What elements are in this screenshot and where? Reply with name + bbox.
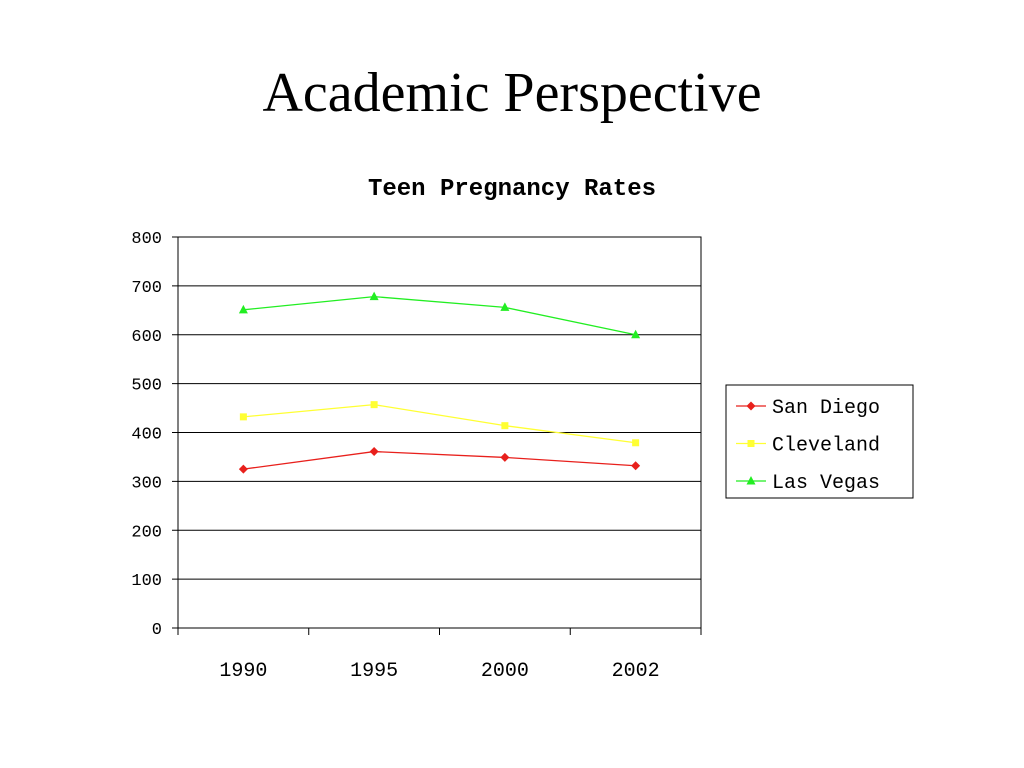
data-point	[369, 447, 379, 457]
y-tick-label: 500	[131, 377, 162, 396]
x-tick-label: 2002	[612, 660, 660, 683]
legend-marker	[746, 401, 756, 411]
y-tick-label: 700	[131, 279, 162, 298]
legend-entry: Cleveland	[736, 435, 880, 458]
y-tick-label: 800	[131, 230, 162, 249]
legend-entry: Las Vegas	[736, 472, 880, 495]
legend-marker	[746, 476, 756, 485]
y-tick-label: 200	[131, 523, 162, 542]
series-san-diego	[238, 447, 641, 474]
data-point	[631, 461, 641, 471]
series-line	[243, 403, 636, 444]
series-las-vegas	[238, 291, 641, 339]
y-tick-label: 300	[131, 474, 162, 493]
legend-label: Las Vegas	[772, 472, 880, 495]
x-tick-label: 1995	[350, 660, 398, 683]
data-point	[500, 302, 510, 311]
axes	[172, 236, 702, 635]
y-tick-label: 0	[152, 621, 162, 640]
y-tick-label: 600	[131, 328, 162, 347]
y-tick-labels: 0 100 200 300 400 500 600 700 800	[131, 230, 162, 640]
gridlines	[178, 285, 701, 580]
data-point	[239, 413, 247, 421]
legend-label: San Diego	[772, 397, 880, 420]
y-tick-label: 400	[131, 426, 162, 445]
y-tick-label: 100	[131, 572, 162, 591]
data-point	[631, 329, 641, 339]
legend-label: Cleveland	[772, 435, 880, 458]
series-layer	[238, 291, 641, 474]
legend-marker	[747, 440, 755, 447]
data-point	[238, 464, 248, 474]
data-point	[238, 304, 248, 314]
chart-title: Teen Pregnancy Rates	[368, 176, 656, 203]
series-cleveland	[239, 401, 640, 447]
series-line	[243, 450, 636, 470]
data-point	[501, 422, 509, 430]
data-point	[370, 401, 378, 409]
data-point	[632, 439, 640, 447]
slide-title: Academic Perspective	[262, 62, 762, 124]
legend-box	[725, 384, 914, 499]
x-tick-labels: 1990 1995 2000 2002	[219, 660, 659, 683]
series-line	[243, 295, 636, 336]
legend: San Diego Cleveland Las Vegas	[725, 384, 914, 499]
x-tick-label: 1990	[219, 660, 267, 683]
data-point	[500, 452, 510, 462]
x-tick-label: 2000	[481, 660, 529, 683]
legend-entry: San Diego	[736, 397, 880, 420]
data-point	[369, 291, 379, 301]
